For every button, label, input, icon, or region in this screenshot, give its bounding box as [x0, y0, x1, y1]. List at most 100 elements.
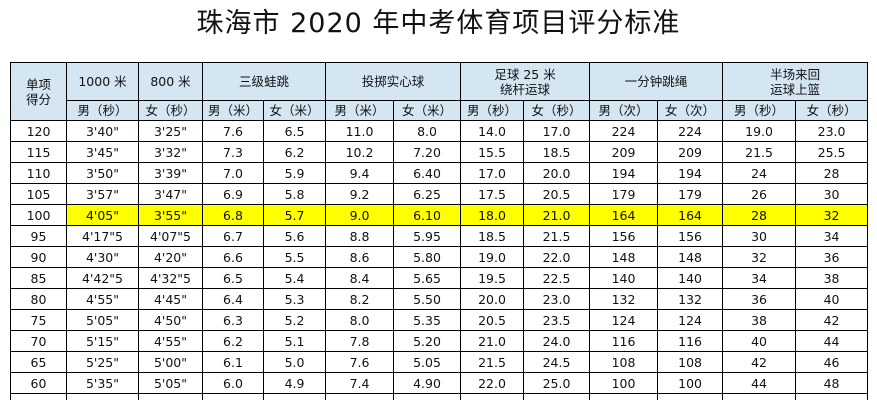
table-row: 555'45"5'10"5.94.87.24.7522.525.59292465… — [10, 393, 869, 400]
table-cell: 5.05 — [393, 351, 462, 373]
table-cell: 92 — [657, 393, 724, 400]
table-cell: 194 — [657, 162, 724, 184]
table-cell: 124 — [589, 309, 659, 331]
table-row: 115 3'45" 3'32" 7.3 6.2 10.2 7.20 15.5 18.5 209 20… — [10, 141, 869, 163]
table-cell: 22.5 — [523, 267, 591, 289]
table-cell: 5'05" — [138, 372, 203, 394]
table-cell: 7.2 — [325, 393, 395, 400]
table-cell: 11.0 — [325, 120, 395, 142]
score-table: 单项 得分 1000 米 800 米 三级蛙跳 投掷实心球 足球 25 米 绕杆… — [10, 62, 869, 400]
table-cell: 22.5 — [460, 393, 525, 400]
table-cell: 6.40 — [393, 162, 462, 184]
table-row: 110 3'50" 3'39" 7.0 5.9 9.4 6.40 17.0 20.0 194 194… — [10, 162, 869, 184]
table-cell: 108 — [589, 351, 659, 373]
table-cell: 5.6 — [262, 225, 327, 247]
table-cell: 5.9 — [262, 162, 327, 184]
table-cell: 5'15" — [66, 330, 139, 352]
table-cell: 6.7 — [202, 225, 264, 247]
table-cell: 7.4 — [325, 372, 395, 394]
table-cell: 7.0 — [202, 162, 264, 184]
table-cell: 19.0 — [460, 246, 525, 268]
score-cell: 70 — [10, 330, 67, 352]
table-cell: 124 — [657, 309, 724, 331]
score-header: 单项 得分 — [10, 62, 67, 121]
table-cell: 20.0 — [460, 288, 525, 310]
table-cell: 3'25" — [138, 120, 203, 142]
table-cell: 4.8 — [262, 393, 327, 400]
table-cell: 5'25" — [66, 351, 139, 373]
table-cell: 8.0 — [325, 309, 395, 331]
table-cell: 8.8 — [325, 225, 395, 247]
table-cell: 4'07"5 — [138, 225, 203, 247]
table-cell: 25.5 — [523, 393, 591, 400]
table-cell: 5.2 — [262, 309, 327, 331]
table-body: 120 3'40" 3'25" 7.6 6.5 11.0 8.0 14.0 17.0 224 224… — [10, 120, 869, 400]
table-cell: 209 — [657, 141, 724, 163]
table-cell: 148 — [589, 246, 659, 268]
table-row: 95 4'17"5 4'07"5 6.7 5.6 8.8 5.95 18.5 21.5 156 15… — [10, 225, 869, 247]
table-cell: 5.9 — [202, 393, 264, 400]
table-cell: 156 — [589, 225, 659, 247]
table-cell: 32 — [722, 246, 797, 268]
table-cell: 164 — [657, 204, 724, 226]
table-cell: 4'50" — [138, 309, 203, 331]
table-cell: 8.2 — [325, 288, 395, 310]
table-cell: 7.20 — [393, 141, 462, 163]
subheader-cell: 女（米） — [393, 100, 462, 121]
table-cell: 5'45" — [66, 393, 139, 400]
header-basketball-layup: 半场来回 运球上篮 — [722, 62, 869, 101]
table-cell: 17.0 — [523, 120, 591, 142]
table-cell: 38 — [795, 267, 869, 289]
table-cell: 18.0 — [460, 204, 525, 226]
table-row: 80 4'55" 4'45" 6.4 5.3 8.2 5.50 20.0 23.0 132 132 3… — [10, 288, 869, 310]
table-cell: 18.5 — [523, 141, 591, 163]
table-cell: 92 — [589, 393, 659, 400]
table-cell: 19.5 — [460, 267, 525, 289]
table-cell: 36 — [722, 288, 797, 310]
subheader-cell: 女（米） — [262, 100, 327, 121]
table-cell: 7.3 — [202, 141, 264, 163]
table-cell: 28 — [722, 204, 797, 226]
subheader-cell: 女（次） — [657, 100, 724, 121]
table-cell: 5.95 — [393, 225, 462, 247]
table-cell: 132 — [589, 288, 659, 310]
table-cell: 4'42"5 — [66, 267, 139, 289]
score-cell: 100 — [10, 204, 67, 226]
table-cell: 6.3 — [202, 309, 264, 331]
table-cell: 6.5 — [262, 120, 327, 142]
header-triple-jump: 三级蛙跳 — [201, 62, 327, 101]
table-cell: 4'55" — [138, 330, 203, 352]
table-cell: 5'35" — [66, 372, 139, 394]
table-cell: 179 — [657, 183, 724, 205]
table-cell: 5.80 — [393, 246, 462, 268]
table-cell: 224 — [657, 120, 724, 142]
table-cell: 23.0 — [523, 288, 591, 310]
subheader-cell: 男（秒） — [66, 100, 139, 121]
table-row: 70 5'15" 4'55" 6.2 5.1 7.8 5.20 21.0 24.0 116 116 4… — [10, 330, 869, 352]
table-cell: 40 — [722, 330, 797, 352]
score-cell: 85 — [10, 267, 67, 289]
table-cell: 34 — [795, 225, 869, 247]
table-cell: 209 — [589, 141, 659, 163]
table-cell: 5.1 — [262, 330, 327, 352]
table-cell: 44 — [795, 330, 869, 352]
table-cell: 26 — [722, 183, 797, 205]
table-cell: 4'32"5 — [138, 267, 203, 289]
table-cell: 23.5 — [523, 309, 591, 331]
table-cell: 3'32" — [138, 141, 203, 163]
score-cell: 105 — [10, 183, 67, 205]
subheader-cell: 男（次） — [589, 100, 659, 121]
table-cell: 224 — [589, 120, 659, 142]
table-cell: 5'10" — [138, 393, 203, 400]
subheader-row: 男（秒） 女（秒） 男（米） 女（米） 男（米） 女（米） 男（秒） 女（秒） 男（次） 女（次）… — [11, 100, 869, 121]
table-cell: 24.5 — [523, 351, 591, 373]
table-cell: 25.5 — [795, 141, 869, 163]
table-row: 100 4'05" 3'55" 6.8 5.7 9.0 6.10 18.0 21.0 164 164… — [10, 204, 869, 226]
table-cell: 6.9 — [202, 183, 264, 205]
table-cell: 7.8 — [325, 330, 395, 352]
table-cell: 5.7 — [262, 204, 327, 226]
table-cell: 5.3 — [262, 288, 327, 310]
table-cell: 5.65 — [393, 267, 462, 289]
table-cell: 19.0 — [722, 120, 797, 142]
